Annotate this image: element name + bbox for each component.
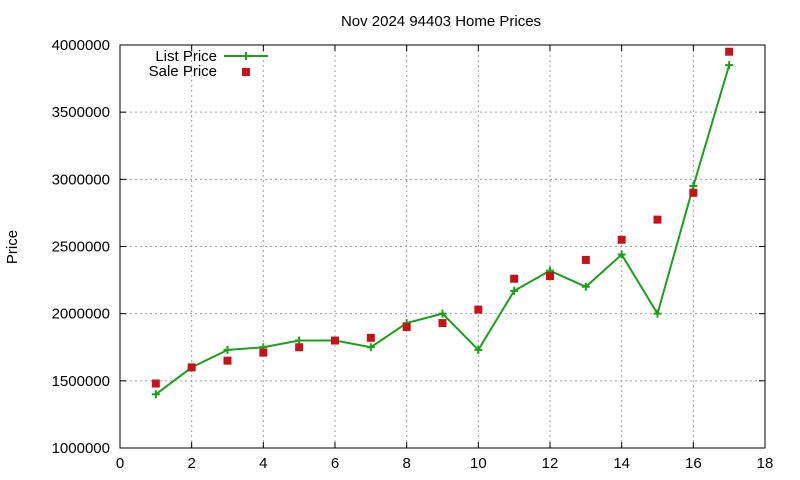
sale-price-point (510, 274, 519, 283)
y-tick-label: 1500000 (52, 373, 110, 390)
x-tick-label: 18 (757, 455, 774, 472)
y-tick-label: 1000000 (52, 440, 110, 457)
sale-price-point (653, 215, 662, 224)
list-price-point (653, 309, 662, 318)
sale-price-point (366, 333, 375, 342)
list-price-point (725, 61, 734, 70)
list-price-point (295, 336, 304, 345)
legend-marker-sale-price (242, 68, 250, 76)
sale-price-point (546, 272, 554, 281)
list-price-point (151, 390, 160, 399)
series-sale-price (151, 47, 734, 388)
x-tick-label: 12 (542, 455, 559, 472)
x-tick-label: 8 (402, 455, 410, 472)
sale-price-point (295, 343, 304, 352)
sale-price-point (331, 336, 339, 345)
x-tick-label: 10 (470, 455, 487, 472)
sale-price-point (581, 255, 590, 264)
legend-marker-list-price (242, 52, 250, 60)
sale-price-point (689, 188, 698, 197)
y-tick-label: 3000000 (52, 171, 110, 188)
grid (120, 45, 765, 448)
chart-title: Nov 2024 94403 Home Prices (341, 13, 541, 30)
x-tick-label: 2 (187, 455, 195, 472)
legend-label-sale-price: Sale Price (149, 63, 217, 80)
y-tick-label: 2000000 (52, 306, 110, 323)
x-tick-label: 14 (613, 455, 630, 472)
list-price-point (223, 345, 232, 354)
sale-price-point (187, 363, 196, 372)
legend-label-list-price: List Price (155, 48, 217, 65)
y-axis-label: Price (4, 230, 21, 264)
x-tick-label: 4 (259, 455, 267, 472)
axis-ticks: 0 2 4 6 8 10 12 14 16 18 1000000 1500000 2000000 2500… (52, 37, 774, 472)
list-price-point (581, 282, 590, 291)
sale-price-point (438, 319, 447, 328)
x-tick-label: 16 (685, 455, 702, 472)
list-price-point (366, 343, 375, 352)
sale-price-point (402, 323, 411, 332)
sale-price-point (259, 348, 268, 357)
sale-price-point (725, 47, 734, 56)
list-price-point (510, 286, 519, 295)
list-price-point (474, 345, 483, 354)
list-price-line (155, 64, 731, 396)
plot-border (119, 44, 766, 449)
x-tick-label: 6 (331, 455, 339, 472)
list-price-point (617, 250, 626, 259)
sale-price-point (474, 305, 483, 314)
series-layer (151, 47, 734, 399)
sale-price-point (223, 356, 232, 365)
legend: List Price Sale Price (149, 48, 268, 80)
y-tick-label: 4000000 (52, 37, 110, 54)
sale-price-point (617, 235, 626, 244)
list-price-point (689, 182, 698, 191)
sale-price-point (151, 379, 160, 388)
x-tick-label: 0 (116, 455, 124, 472)
y-tick-label: 3500000 (52, 104, 110, 121)
y-tick-label: 2500000 (52, 239, 110, 256)
list-price-point (438, 309, 447, 318)
